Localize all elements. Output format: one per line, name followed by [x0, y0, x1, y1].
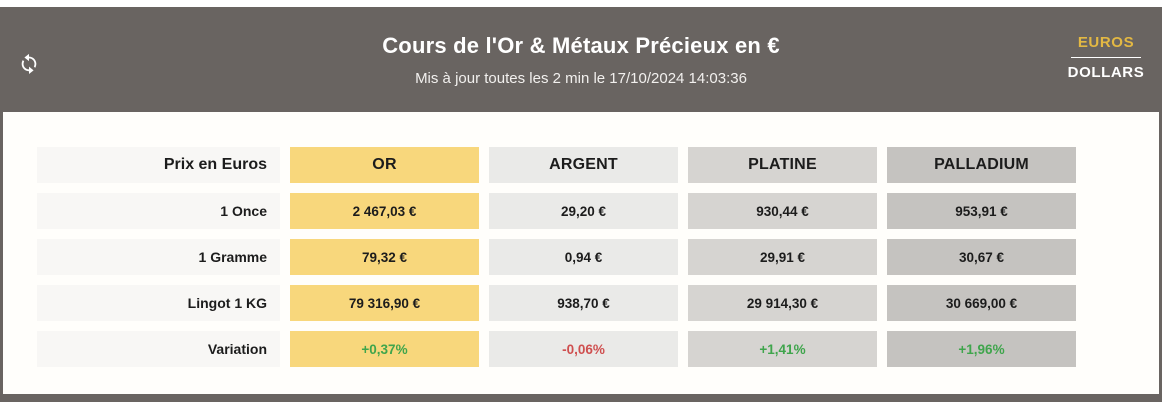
column-header-platine: PLATINE: [688, 147, 877, 183]
price-cell: 938,70 €: [489, 285, 678, 321]
variation-cell: +1,41%: [688, 331, 877, 367]
widget-body: Prix en Euros OR ARGENT PLATINE PALLADIUM 1 O…: [3, 112, 1159, 394]
currency-toggle: EUROS DOLLARS: [1067, 34, 1145, 81]
row-label: 1 Once: [37, 193, 280, 229]
column-header-palladium: PALLADIUM: [887, 147, 1076, 183]
price-cell: 30,67 €: [887, 239, 1076, 275]
column-header-or: OR: [290, 147, 479, 183]
column-header-argent: ARGENT: [489, 147, 678, 183]
variation-cell: +1,96%: [887, 331, 1076, 367]
currency-option-euros[interactable]: EUROS: [1077, 34, 1135, 51]
table-corner-label: Prix en Euros: [37, 147, 280, 183]
price-cell: 29 914,30 €: [688, 285, 877, 321]
row-label: Lingot 1 KG: [37, 285, 280, 321]
currency-option-dollars[interactable]: DOLLARS: [1067, 64, 1145, 81]
price-cell: 2 467,03 €: [290, 193, 479, 229]
price-cell: 0,94 €: [489, 239, 678, 275]
price-cell: 29,20 €: [489, 193, 678, 229]
widget-header: Cours de l'Or & Métaux Précieux en € Mis…: [3, 7, 1159, 112]
row-label-variation: Variation: [37, 331, 280, 367]
price-cell: 930,44 €: [688, 193, 877, 229]
price-table: Prix en Euros OR ARGENT PLATINE PALLADIUM 1 O…: [37, 147, 1076, 367]
refresh-icon: [18, 52, 40, 74]
refresh-button[interactable]: [15, 49, 43, 77]
price-cell: 79 316,90 €: [290, 285, 479, 321]
page-title: Cours de l'Or & Métaux Précieux en €: [382, 32, 780, 58]
price-cell: 953,91 €: [887, 193, 1076, 229]
widget-bottom-frame: [0, 394, 1162, 402]
gold-price-widget: Cours de l'Or & Métaux Précieux en € Mis…: [0, 7, 1162, 402]
price-cell: 29,91 €: [688, 239, 877, 275]
variation-cell: +0,37%: [290, 331, 479, 367]
last-updated-text: Mis à jour toutes les 2 min le 17/10/202…: [415, 69, 747, 87]
price-cell: 30 669,00 €: [887, 285, 1076, 321]
row-label: 1 Gramme: [37, 239, 280, 275]
variation-cell: -0,06%: [489, 331, 678, 367]
price-cell: 79,32 €: [290, 239, 479, 275]
currency-toggle-divider: [1071, 57, 1141, 58]
